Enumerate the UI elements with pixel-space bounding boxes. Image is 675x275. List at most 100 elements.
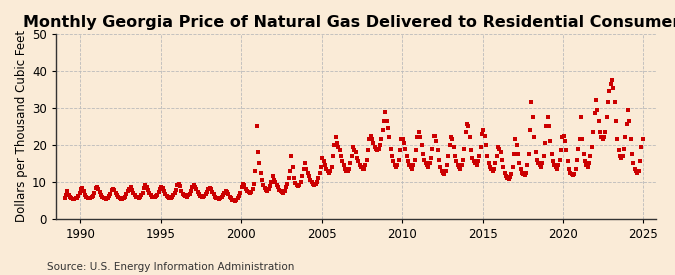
Point [77,186,88,191]
Point [117,197,128,201]
Point [463,124,474,128]
Point [235,191,246,195]
Point [251,124,262,128]
Point [105,191,116,196]
Point [417,152,428,156]
Point [589,111,600,116]
Point [432,148,443,153]
Point [115,197,126,201]
Point [460,130,471,134]
Point [423,165,433,169]
Point [471,163,482,167]
Point [572,157,583,162]
Point [625,137,636,141]
Point [389,163,400,167]
Point [243,190,254,194]
Point [578,152,589,156]
Point [335,154,346,158]
Point [490,161,501,166]
Point [518,172,529,177]
Point [360,163,371,167]
Point [111,193,122,198]
Point [478,128,489,132]
Point [349,148,360,153]
Point [497,157,508,162]
Point [543,124,554,128]
Point [372,148,383,153]
Point [312,180,323,184]
Point [63,192,74,197]
Point [145,193,156,197]
Point [78,189,89,193]
Point [331,141,342,145]
Point [125,185,136,189]
Point [446,135,456,140]
Point [392,163,403,167]
Point [458,157,468,162]
Point [433,157,444,162]
Point [175,184,186,188]
Point [305,178,316,182]
Point [341,169,352,173]
Point [242,189,252,193]
Point [533,161,543,166]
Point [468,159,479,164]
Point [289,176,300,180]
Point [549,163,560,167]
Point [110,191,121,195]
Point [284,176,294,180]
Point [479,133,490,138]
Point [439,172,450,177]
Point [452,163,463,167]
Point [255,170,266,175]
Point [519,173,530,177]
Point [515,167,526,171]
Point [474,154,485,158]
Point [569,171,580,176]
Point [279,189,290,193]
Point [407,167,418,171]
Point [583,165,593,169]
Point [252,150,263,154]
Point [353,159,364,164]
Point [199,194,210,198]
Point [182,194,192,199]
Point [530,150,541,154]
Point [266,180,277,184]
Point [124,187,134,191]
Point [615,154,626,158]
Point [412,135,423,140]
Point [587,144,597,149]
Point [164,196,175,200]
Point [113,195,124,199]
Point [524,128,535,132]
Point [435,165,446,169]
Point [273,185,284,189]
Point [239,183,250,188]
Point [427,146,437,151]
Point [119,194,130,199]
Point [88,194,99,198]
Point [159,189,169,193]
Point [126,188,137,192]
Point [290,180,301,185]
Point [80,192,90,197]
Point [600,130,611,134]
Point [200,192,211,197]
Point [327,154,338,158]
Point [364,137,375,141]
Point [76,187,86,191]
Point [489,167,500,171]
Title: Monthly Georgia Price of Natural Gas Delivered to Residential Consumers: Monthly Georgia Price of Natural Gas Del… [23,15,675,30]
Point [256,178,267,182]
Point [149,195,160,199]
Point [297,174,308,178]
Point [513,152,524,156]
Point [308,182,319,186]
Point [103,196,113,200]
Point [621,122,632,127]
Point [207,189,218,194]
Point [292,183,302,188]
Point [95,190,105,194]
Point [304,174,315,178]
